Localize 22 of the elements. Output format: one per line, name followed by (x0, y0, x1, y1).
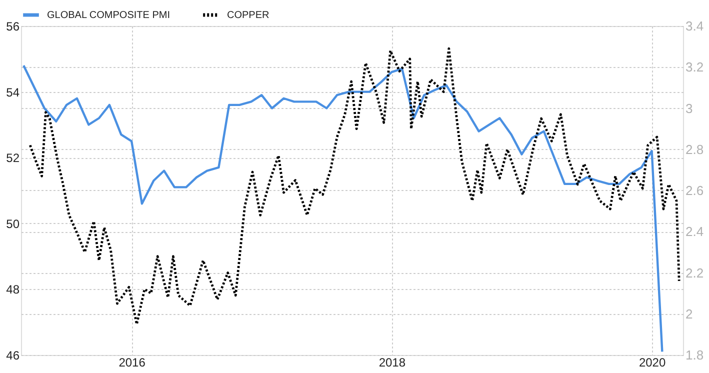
legend-label: COPPER (227, 10, 270, 21)
y-tick-label: 54 (6, 85, 20, 100)
y2-tick-label: 3 (686, 100, 693, 116)
y-tick-label: 46 (6, 348, 20, 362)
y2-tick-label: 1.8 (686, 348, 704, 362)
x-tick-label: 2018 (378, 356, 406, 370)
y2-tick-label: 3.4 (686, 18, 704, 34)
y2-tick-label: 3.2 (686, 60, 704, 75)
y2-tick-label: 2.2 (686, 265, 704, 280)
line-series (28, 47, 680, 326)
y-tick-label: 56 (6, 20, 20, 34)
y-tick-label: 50 (6, 216, 20, 231)
y2-tick-label: 2 (686, 306, 693, 322)
legend-label: GLOBAL COMPOSITE PMI (47, 10, 170, 21)
y2-tick-label: 2.6 (686, 183, 704, 198)
x-tick-label: 2016 (118, 356, 146, 370)
line-series (22, 64, 664, 353)
x-tick-label: 2020 (638, 356, 666, 370)
y2-tick-label: 2.8 (686, 142, 704, 157)
y-tick-label: 48 (6, 282, 20, 297)
y2-tick-label: 2.4 (686, 224, 704, 240)
y-tick-label: 52 (6, 151, 20, 166)
